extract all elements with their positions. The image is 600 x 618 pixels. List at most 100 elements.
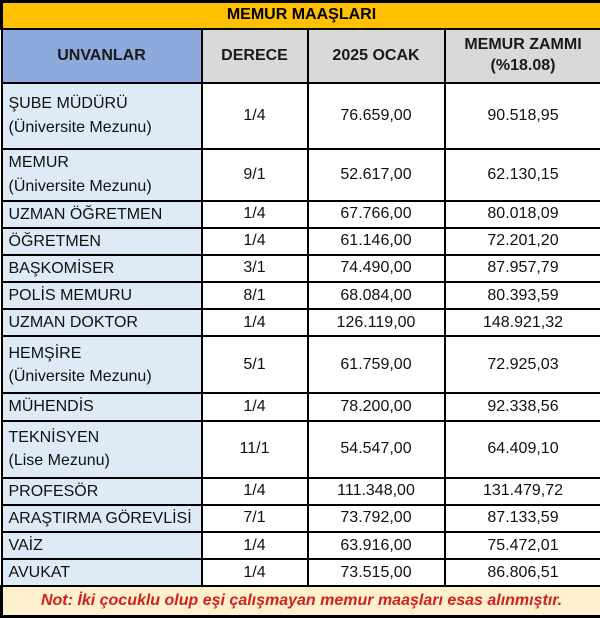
derece-cell: 1/4 — [202, 309, 308, 336]
table-row: ARAŞTIRMA GÖREVLİSİ 7/1 73.792,00 87.133… — [2, 505, 600, 532]
table-row: HEMŞİRE(Üniversite Mezunu) 5/1 61.759,00… — [2, 336, 600, 393]
salary-cell: 126.119,00 — [308, 309, 445, 336]
salary-cell: 54.547,00 — [308, 421, 445, 478]
job-title: UZMAN ÖĞRETMEN — [9, 203, 200, 226]
raise-cell: 75.472,01 — [445, 532, 600, 559]
note-row: Not: İki çocuklu olup eşi çalışmayan mem… — [2, 586, 600, 616]
column-header-memur-zammi: MEMUR ZAMMI (%18.08) — [445, 29, 600, 83]
raise-cell: 87.133,59 — [445, 505, 600, 532]
salary-cell: 63.916,00 — [308, 532, 445, 559]
job-title: ARAŞTIRMA GÖREVLİSİ — [9, 507, 200, 530]
table-row: MÜHENDİS 1/4 78.200,00 92.338,56 — [2, 393, 600, 420]
job-title: AVUKAT — [9, 561, 200, 584]
footnote: Not: İki çocuklu olup eşi çalışmayan mem… — [2, 586, 600, 616]
salary-cell: 52.617,00 — [308, 149, 445, 201]
derece-cell: 1/4 — [202, 393, 308, 420]
salary-cell: 67.766,00 — [308, 201, 445, 228]
table-row: ÖĞRETMEN 1/4 61.146,00 72.201,20 — [2, 228, 600, 255]
raise-cell: 90.518,95 — [445, 83, 600, 149]
derece-cell: 8/1 — [202, 282, 308, 309]
job-title-cell: ARAŞTIRMA GÖREVLİSİ — [2, 505, 202, 532]
derece-cell: 1/4 — [202, 83, 308, 149]
table-row: VAİZ 1/4 63.916,00 75.472,01 — [2, 532, 600, 559]
job-title: UZMAN DOKTOR — [9, 311, 200, 334]
job-title: MÜHENDİS — [9, 395, 200, 418]
job-title: POLİS MEMURU — [9, 284, 200, 307]
job-title-cell: TEKNİSYEN(Lise Mezunu) — [2, 421, 202, 478]
derece-cell: 9/1 — [202, 149, 308, 201]
table-row: AVUKAT 1/4 73.515,00 86.806,51 — [2, 559, 600, 586]
job-subtitle: (Üniversite Mezunu) — [9, 116, 200, 139]
table-row: POLİS MEMURU 8/1 68.084,00 80.393,59 — [2, 282, 600, 309]
derece-cell: 7/1 — [202, 505, 308, 532]
job-title-cell: UZMAN DOKTOR — [2, 309, 202, 336]
raise-cell: 131.479,72 — [445, 478, 600, 505]
raise-cell: 87.957,79 — [445, 255, 600, 282]
salary-cell: 111.348,00 — [308, 478, 445, 505]
job-title: ŞUBE MÜDÜRÜ — [9, 92, 200, 115]
job-title-cell: AVUKAT — [2, 559, 202, 586]
job-title-cell: HEMŞİRE(Üniversite Mezunu) — [2, 336, 202, 393]
job-title: HEMŞİRE — [9, 342, 200, 365]
raise-cell: 80.018,09 — [445, 201, 600, 228]
column-header-derece: DERECE — [202, 29, 308, 83]
raise-cell: 72.925,03 — [445, 336, 600, 393]
job-title-cell: BAŞKOMİSER — [2, 255, 202, 282]
job-title: PROFESÖR — [9, 480, 200, 503]
raise-cell: 148.921,32 — [445, 309, 600, 336]
header-row: UNVANLAR DERECE 2025 OCAK MEMUR ZAMMI (%… — [2, 29, 600, 83]
column-header-unvanlar: UNVANLAR — [2, 29, 202, 83]
table-row: BAŞKOMİSER 3/1 74.490,00 87.957,79 — [2, 255, 600, 282]
derece-cell: 1/4 — [202, 478, 308, 505]
job-subtitle: (Üniversite Mezunu) — [9, 175, 200, 198]
job-title-cell: POLİS MEMURU — [2, 282, 202, 309]
salary-cell: 61.759,00 — [308, 336, 445, 393]
job-subtitle: (Üniversite Mezunu) — [9, 365, 200, 388]
table-row: MEMUR(Üniversite Mezunu) 9/1 52.617,00 6… — [2, 149, 600, 201]
job-title-cell: MEMUR(Üniversite Mezunu) — [2, 149, 202, 201]
job-title-cell: UZMAN ÖĞRETMEN — [2, 201, 202, 228]
salary-cell: 61.146,00 — [308, 228, 445, 255]
job-title-cell: ŞUBE MÜDÜRÜ(Üniversite Mezunu) — [2, 83, 202, 149]
derece-cell: 1/4 — [202, 228, 308, 255]
job-title: TEKNİSYEN — [9, 426, 200, 449]
raise-cell: 62.130,15 — [445, 149, 600, 201]
job-title-cell: MÜHENDİS — [2, 393, 202, 420]
table-title: MEMUR MAAŞLARI — [2, 2, 600, 29]
memur-zammi-label: MEMUR ZAMMI — [447, 35, 600, 56]
job-title: VAİZ — [9, 534, 200, 557]
raise-cell: 92.338,56 — [445, 393, 600, 420]
job-title: ÖĞRETMEN — [9, 230, 200, 253]
job-title: BAŞKOMİSER — [9, 257, 200, 280]
derece-cell: 1/4 — [202, 201, 308, 228]
derece-cell: 5/1 — [202, 336, 308, 393]
job-title-cell: ÖĞRETMEN — [2, 228, 202, 255]
table-row: UZMAN DOKTOR 1/4 126.119,00 148.921,32 — [2, 309, 600, 336]
salary-cell: 74.490,00 — [308, 255, 445, 282]
derece-cell: 1/4 — [202, 532, 308, 559]
column-header-2025-ocak: 2025 OCAK — [308, 29, 445, 83]
salary-cell: 76.659,00 — [308, 83, 445, 149]
raise-cell: 86.806,51 — [445, 559, 600, 586]
job-title-cell: VAİZ — [2, 532, 202, 559]
job-subtitle: (Lise Mezunu) — [9, 449, 200, 472]
raise-cell: 64.409,10 — [445, 421, 600, 478]
job-title-cell: PROFESÖR — [2, 478, 202, 505]
table-row: ŞUBE MÜDÜRÜ(Üniversite Mezunu) 1/4 76.65… — [2, 83, 600, 149]
raise-cell: 80.393,59 — [445, 282, 600, 309]
salary-cell: 73.792,00 — [308, 505, 445, 532]
derece-cell: 3/1 — [202, 255, 308, 282]
salary-cell: 73.515,00 — [308, 559, 445, 586]
memur-zammi-rate: (%18.08) — [447, 56, 600, 77]
title-row: MEMUR MAAŞLARI — [2, 2, 600, 29]
table-row: UZMAN ÖĞRETMEN 1/4 67.766,00 80.018,09 — [2, 201, 600, 228]
derece-cell: 1/4 — [202, 559, 308, 586]
table-row: TEKNİSYEN(Lise Mezunu) 11/1 54.547,00 64… — [2, 421, 600, 478]
salary-cell: 68.084,00 — [308, 282, 445, 309]
salary-cell: 78.200,00 — [308, 393, 445, 420]
job-title: MEMUR — [9, 151, 200, 174]
derece-cell: 11/1 — [202, 421, 308, 478]
raise-cell: 72.201,20 — [445, 228, 600, 255]
